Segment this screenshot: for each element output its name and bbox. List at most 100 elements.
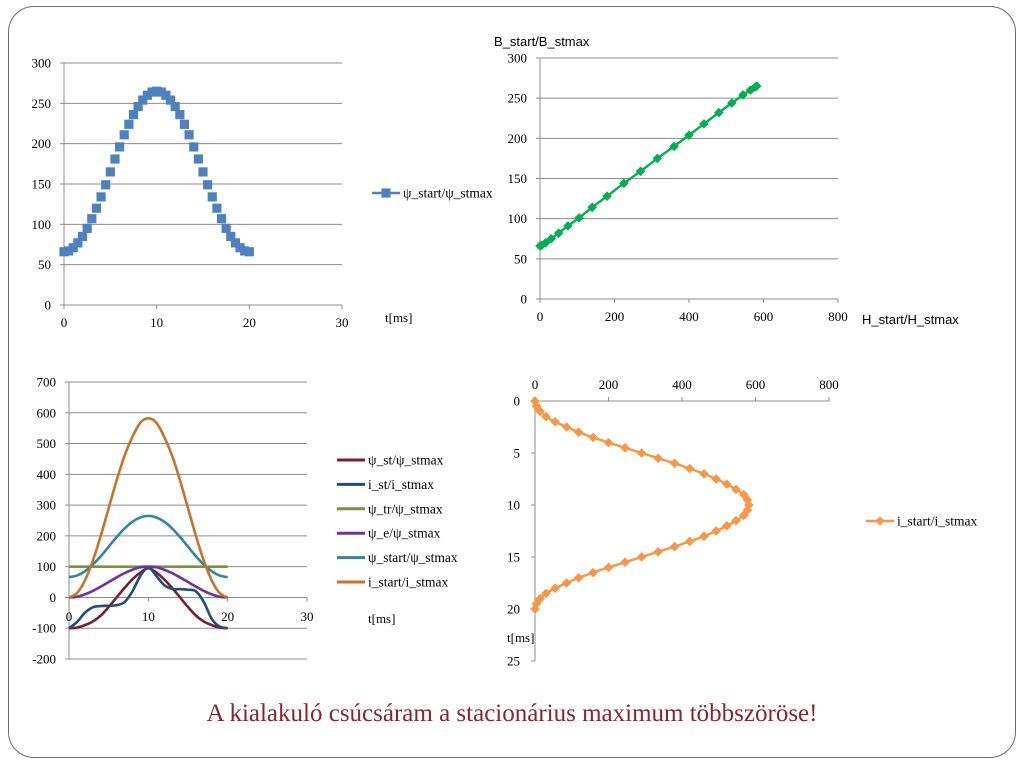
legend-label: ψ_st/ψ_stmax [368, 453, 444, 468]
data-point [244, 247, 254, 257]
data-point [684, 130, 694, 140]
series-line [68, 417, 229, 599]
y-tick-label: 0 [45, 298, 52, 313]
data-point [221, 223, 231, 233]
data-point [684, 463, 695, 474]
data-point [602, 191, 612, 201]
y-tick-label: 300 [508, 51, 528, 66]
data-point [669, 141, 679, 152]
data-point [535, 406, 545, 417]
data-point [738, 489, 749, 500]
y-tick-label: 100 [37, 559, 57, 574]
data-point [530, 604, 540, 614]
x-tick-label: 0 [61, 315, 68, 330]
data-point [635, 166, 646, 177]
data-point [193, 154, 203, 164]
data-point [669, 541, 680, 552]
x-tick-label: 200 [599, 377, 619, 392]
y-tick-label: 50 [514, 251, 527, 266]
data-point [711, 526, 721, 536]
legend-marker [381, 188, 391, 198]
x-tick-label: 10 [142, 609, 155, 624]
data-point [540, 237, 551, 248]
y-tick-label: 0 [521, 292, 528, 307]
x-tick-label: 200 [605, 309, 625, 324]
data-point [573, 427, 584, 437]
data-point [653, 453, 663, 463]
data-point [727, 98, 737, 108]
x-tick-label: 400 [672, 377, 692, 392]
chart-3: 0 10 20 30 -200 -100 0 100 200 300 400 500 600 700 t[m… [32, 375, 458, 667]
data-point [684, 536, 695, 547]
legend-label: i_st/i_stmax [368, 477, 434, 492]
legend-label: ψ_start/ψ_stmax [368, 550, 458, 565]
x-tick-label: 20 [221, 609, 234, 624]
data-point [133, 101, 143, 112]
data-point [156, 87, 166, 97]
x-tick-label: 400 [679, 309, 699, 324]
y-tick-label: 400 [37, 467, 57, 482]
data-point [561, 578, 572, 588]
data-point [699, 469, 709, 479]
y-tick-label: 50 [38, 257, 51, 272]
y-tick-label: -100 [32, 621, 56, 636]
y-axis-label: t[ms] [507, 630, 534, 645]
x-tick-label: 0 [66, 609, 73, 624]
data-point [73, 238, 83, 248]
data-point [96, 192, 106, 202]
data-point [603, 437, 614, 448]
data-point [147, 87, 157, 97]
series-line [68, 565, 228, 599]
data-point [587, 202, 597, 213]
data-point [603, 562, 614, 573]
data-point [620, 443, 630, 453]
data-point [230, 238, 241, 248]
series-i_start/i_stmax [530, 396, 754, 614]
data-point [128, 110, 139, 120]
data-point [203, 180, 213, 190]
data-point [731, 515, 741, 526]
data-point [563, 221, 573, 231]
y-tick-label: 700 [37, 375, 57, 390]
y-tick-label: 100 [508, 211, 528, 226]
data-point [105, 167, 115, 177]
y-tick-label: 150 [32, 177, 52, 192]
data-point [653, 547, 663, 557]
data-point [669, 458, 680, 469]
data-point [561, 422, 572, 432]
x-tick-label: 30 [336, 315, 349, 330]
data-point [546, 233, 556, 244]
data-point [574, 213, 584, 223]
data-point [620, 557, 630, 567]
y-tick-label: 500 [37, 436, 57, 451]
data-point [87, 214, 97, 224]
data-point [636, 552, 647, 562]
data-point [82, 223, 92, 233]
y-tick-label: 250 [508, 91, 528, 106]
data-point [711, 474, 721, 484]
data-point [68, 243, 78, 253]
y-tick-label: 5 [514, 446, 521, 461]
data-point [731, 484, 741, 495]
data-point [115, 142, 125, 152]
data-point [212, 203, 222, 213]
data-point [636, 448, 647, 458]
data-point [119, 130, 129, 140]
data-point [170, 101, 180, 112]
data-point [240, 246, 250, 256]
data-point [91, 203, 102, 213]
data-point [742, 495, 753, 505]
data-point [77, 231, 88, 242]
x-tick-label: 800 [828, 309, 848, 324]
series-ψ_start/ψ_stmax [59, 86, 254, 257]
x-tick-label: 600 [754, 309, 774, 324]
legend-marker [875, 516, 885, 526]
x-tick-label: 0 [532, 377, 539, 392]
y-tick-label: 150 [508, 171, 528, 186]
data-point [738, 90, 748, 100]
slide-caption: A kialakuló csúcsáram a stacionárius max… [206, 700, 818, 727]
x-axis-label: t[ms] [385, 310, 412, 325]
x-tick-label: 800 [819, 377, 839, 392]
legend: i_start/i_stmax [866, 514, 977, 529]
data-point [541, 411, 551, 422]
